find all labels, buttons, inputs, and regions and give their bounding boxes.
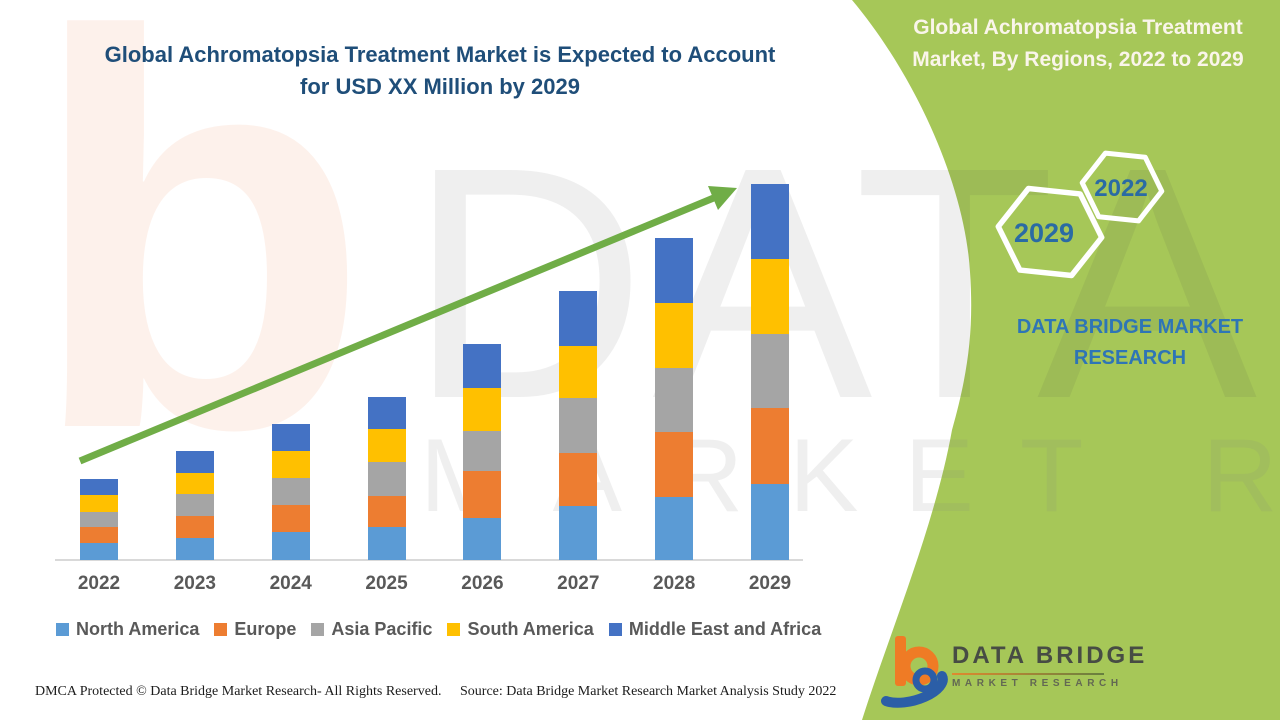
- segment-south-america: [463, 388, 502, 431]
- segment-south-america: [271, 451, 310, 478]
- segment-north-america: [80, 543, 118, 560]
- segment-europe: [655, 432, 694, 497]
- x-axis-label-2025: 2025: [365, 573, 408, 594]
- x-axis-label-2024: 2024: [269, 573, 312, 594]
- side-panel-title: Global Achromatopsia Treatment Market, B…: [888, 12, 1268, 75]
- segment-south-america: [80, 495, 118, 512]
- segment-north-america: [175, 538, 214, 560]
- logo-underline: [952, 673, 1104, 675]
- legend-item-north-america: North America: [56, 619, 199, 640]
- segment-europe: [463, 471, 502, 518]
- segment-north-america: [655, 497, 694, 560]
- bar-2023: [175, 451, 214, 560]
- x-axis-label-2027: 2027: [557, 573, 600, 594]
- legend-swatch-north-america: [56, 623, 69, 636]
- segment-middle-east-and-africa: [271, 424, 310, 451]
- legend-swatch-south-america: [447, 623, 461, 636]
- segment-south-america: [750, 259, 789, 334]
- segment-south-america: [655, 303, 694, 368]
- segment-middle-east-and-africa: [463, 344, 502, 388]
- segment-europe: [271, 505, 310, 532]
- side-brand-line2: RESEARCH: [1073, 347, 1187, 369]
- legend-swatch-asia-pacific: [311, 623, 325, 636]
- chart-title-line2: for USD XX Million by 2029: [300, 73, 580, 99]
- segment-asia-pacific: [80, 512, 118, 527]
- x-axis-line: [55, 559, 803, 561]
- segment-north-america: [367, 527, 406, 560]
- legend-swatch-middle-east-and-africa: [608, 623, 622, 636]
- segment-middle-east-and-africa: [367, 397, 406, 429]
- segment-europe: [175, 516, 214, 538]
- segment-middle-east-and-africa: [175, 451, 214, 473]
- databridge-logo-text: DATA BRIDGE MARKET RESEARCH: [952, 644, 1147, 689]
- segment-middle-east-and-africa: [655, 238, 694, 303]
- logo-subtitle: MARKET RESEARCH: [952, 678, 1123, 689]
- legend-label-asia-pacific: Asia Pacific: [331, 619, 433, 639]
- segment-asia-pacific: [271, 478, 310, 505]
- footer-dmca: DMCA Protected © Data Bridge Market Rese…: [35, 684, 442, 699]
- x-axis-label-2028: 2028: [653, 573, 696, 594]
- legend-label-middle-east-and-africa: Middle East and Africa: [628, 619, 822, 639]
- bar-2027: [559, 291, 598, 560]
- segment-middle-east-and-africa: [750, 184, 789, 259]
- side-panel-title-line2: Market, By Regions, 2022 to 2029: [912, 47, 1244, 71]
- segment-asia-pacific: [367, 462, 406, 496]
- legend-item-middle-east-and-africa: Middle East and Africa: [608, 619, 822, 640]
- footer-source: Source: Data Bridge Market Research Mark…: [460, 684, 837, 699]
- bar-2024: [271, 424, 310, 560]
- chart-legend: North America Europe Asia Pacific South Ame…: [56, 619, 821, 640]
- legend-item-europe: Europe: [214, 619, 296, 640]
- x-axis-label-2029: 2029: [748, 573, 792, 594]
- logo-title: DATA BRIDGE: [952, 642, 1148, 669]
- watermark-research-text: MARKET RESEARCH: [420, 424, 1280, 528]
- segment-middle-east-and-africa: [559, 291, 598, 346]
- x-axis-label-2026: 2026: [461, 573, 504, 594]
- side-panel-shape: [852, 0, 1280, 720]
- segment-europe: [559, 453, 598, 506]
- segment-europe: [80, 527, 118, 543]
- x-axis-label-2023: 2023: [173, 573, 216, 594]
- legend-label-south-america: South America: [467, 619, 594, 639]
- side-brand-text: DATA BRIDGE MARKET RESEARCH: [985, 312, 1275, 374]
- legend-label-north-america: North America: [76, 619, 200, 639]
- segment-north-america: [750, 484, 789, 560]
- segment-north-america: [559, 506, 598, 560]
- legend-item-asia-pacific: Asia Pacific: [311, 619, 432, 640]
- segment-south-america: [559, 346, 598, 398]
- legend-swatch-europe: [214, 623, 228, 636]
- bar-2028: [655, 238, 694, 560]
- x-axis-label-2022: 2022: [77, 573, 121, 594]
- bar-2025: [367, 397, 406, 560]
- segment-europe: [750, 408, 789, 484]
- segment-asia-pacific: [750, 334, 789, 408]
- segment-europe: [367, 496, 406, 527]
- chart-title: Global Achromatopsia Treatment Market is…: [70, 39, 810, 103]
- bar-2029: [750, 184, 789, 560]
- side-brand-line1: DATA BRIDGE MARKET: [1016, 316, 1244, 338]
- segment-asia-pacific: [655, 368, 694, 432]
- segment-asia-pacific: [463, 431, 502, 471]
- segment-south-america: [367, 429, 406, 462]
- bar-2022: [80, 479, 118, 560]
- segment-asia-pacific: [175, 494, 214, 516]
- legend-label-europe: Europe: [234, 619, 297, 639]
- legend-item-south-america: South America: [447, 619, 594, 640]
- side-panel-title-line1: Global Achromatopsia Treatment: [913, 16, 1243, 39]
- segment-middle-east-and-africa: [80, 479, 118, 495]
- segment-south-america: [175, 473, 214, 494]
- bar-2026: [463, 344, 502, 560]
- segment-north-america: [271, 532, 310, 560]
- segment-asia-pacific: [559, 398, 598, 453]
- chart-title-line1: Global Achromatopsia Treatment Market is…: [104, 42, 776, 67]
- watermark-databridge-text: DATA BRIDGE: [408, 98, 1280, 467]
- segment-north-america: [463, 518, 502, 560]
